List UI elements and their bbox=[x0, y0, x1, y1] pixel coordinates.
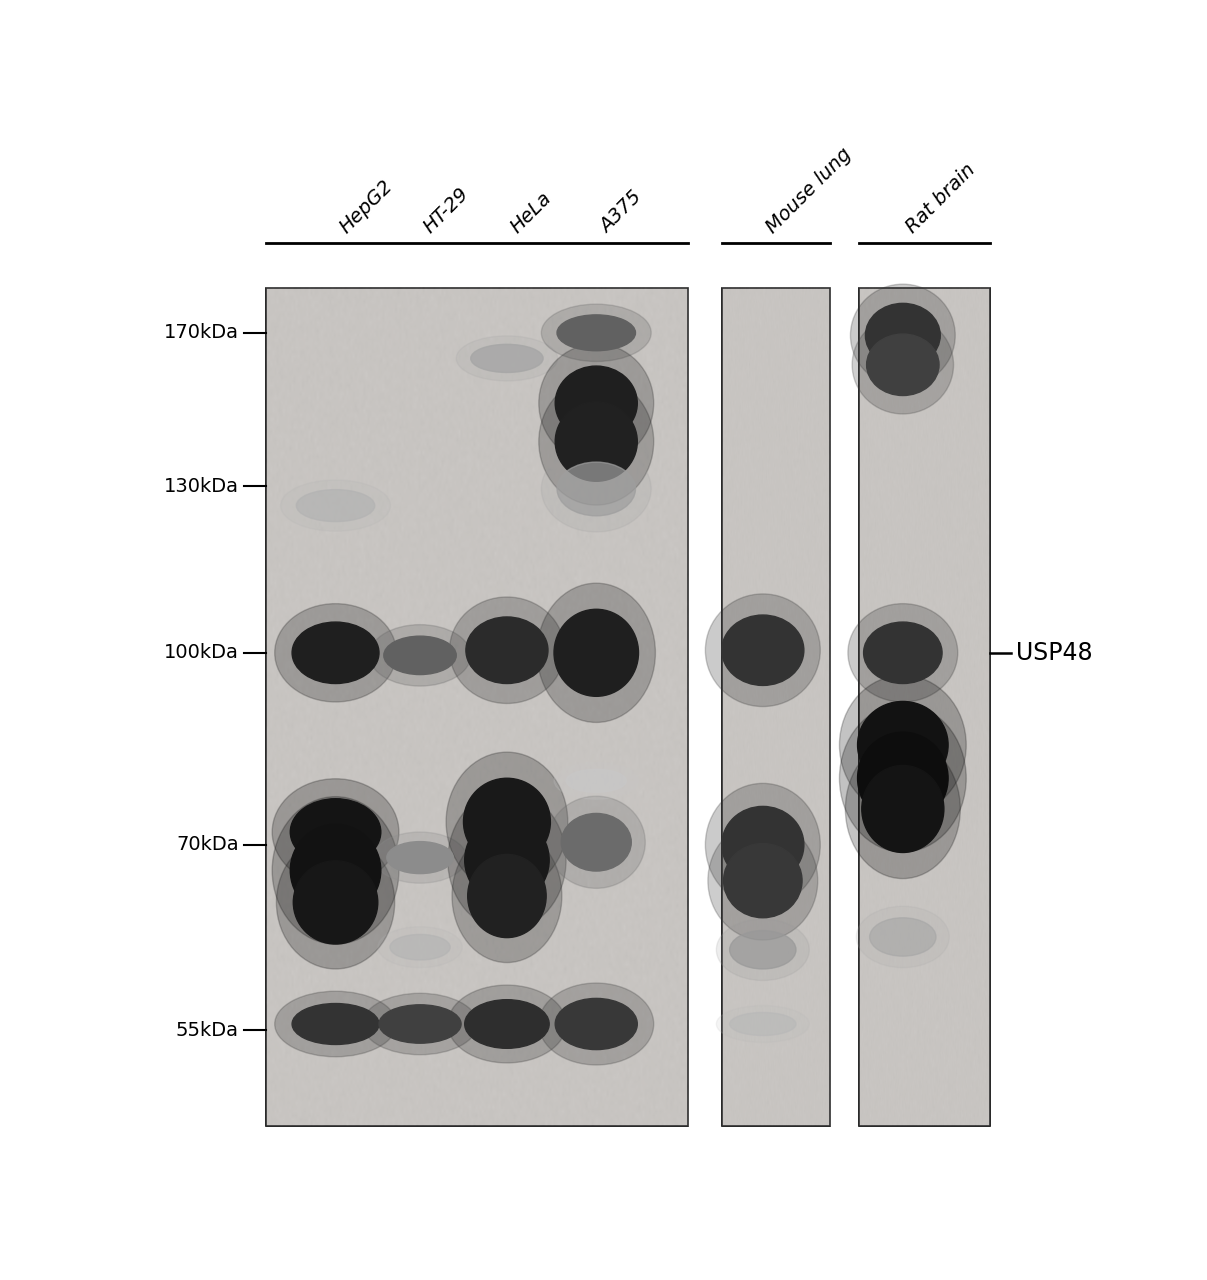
Ellipse shape bbox=[541, 445, 652, 532]
Ellipse shape bbox=[292, 622, 379, 684]
Bar bbox=[722, 288, 830, 1126]
Ellipse shape bbox=[857, 701, 949, 788]
Ellipse shape bbox=[290, 799, 381, 865]
Ellipse shape bbox=[847, 604, 958, 701]
Ellipse shape bbox=[862, 765, 944, 852]
Ellipse shape bbox=[467, 855, 546, 937]
Ellipse shape bbox=[293, 860, 378, 945]
Ellipse shape bbox=[292, 1004, 379, 1044]
Ellipse shape bbox=[297, 489, 375, 522]
Ellipse shape bbox=[705, 783, 821, 906]
Ellipse shape bbox=[451, 829, 562, 963]
Ellipse shape bbox=[275, 604, 396, 701]
Ellipse shape bbox=[857, 732, 949, 824]
Ellipse shape bbox=[471, 344, 543, 372]
Ellipse shape bbox=[865, 303, 940, 367]
Ellipse shape bbox=[276, 836, 395, 969]
Ellipse shape bbox=[541, 305, 652, 361]
Ellipse shape bbox=[722, 806, 804, 883]
Ellipse shape bbox=[449, 596, 565, 704]
Ellipse shape bbox=[707, 822, 817, 940]
Ellipse shape bbox=[867, 334, 939, 396]
Ellipse shape bbox=[554, 763, 639, 799]
Ellipse shape bbox=[448, 791, 566, 929]
Ellipse shape bbox=[555, 402, 637, 481]
Ellipse shape bbox=[561, 814, 631, 870]
Ellipse shape bbox=[555, 366, 637, 440]
Ellipse shape bbox=[716, 919, 809, 980]
Bar bbox=[859, 288, 990, 1126]
Ellipse shape bbox=[463, 778, 550, 865]
Ellipse shape bbox=[558, 462, 635, 516]
Ellipse shape bbox=[466, 617, 548, 684]
Ellipse shape bbox=[558, 315, 635, 351]
Ellipse shape bbox=[538, 983, 654, 1065]
Text: A375: A375 bbox=[596, 188, 646, 237]
Ellipse shape bbox=[729, 1012, 797, 1036]
Ellipse shape bbox=[448, 986, 566, 1062]
Text: Mouse lung: Mouse lung bbox=[763, 145, 856, 237]
Ellipse shape bbox=[369, 625, 471, 686]
Ellipse shape bbox=[456, 335, 558, 381]
Ellipse shape bbox=[723, 844, 801, 918]
Ellipse shape bbox=[538, 378, 654, 506]
Ellipse shape bbox=[447, 753, 567, 891]
Ellipse shape bbox=[537, 584, 655, 722]
Text: USP48: USP48 bbox=[1016, 641, 1092, 664]
Text: 130kDa: 130kDa bbox=[164, 477, 239, 495]
Ellipse shape bbox=[281, 480, 391, 531]
Text: HT-29: HT-29 bbox=[420, 184, 473, 237]
Ellipse shape bbox=[272, 778, 398, 886]
Ellipse shape bbox=[373, 832, 466, 883]
Text: Rat brain: Rat brain bbox=[903, 160, 980, 237]
Text: HeLa: HeLa bbox=[507, 188, 555, 237]
Ellipse shape bbox=[852, 316, 954, 413]
Text: 170kDa: 170kDa bbox=[164, 324, 239, 342]
Ellipse shape bbox=[272, 796, 398, 945]
Ellipse shape bbox=[384, 636, 456, 675]
Ellipse shape bbox=[390, 934, 450, 960]
Ellipse shape bbox=[839, 676, 966, 814]
Ellipse shape bbox=[839, 704, 966, 852]
Ellipse shape bbox=[378, 927, 462, 968]
Ellipse shape bbox=[554, 609, 639, 696]
Ellipse shape bbox=[716, 1006, 809, 1042]
Ellipse shape bbox=[851, 284, 955, 387]
Bar bbox=[266, 288, 688, 1126]
Text: 70kDa: 70kDa bbox=[176, 836, 239, 854]
Ellipse shape bbox=[465, 1000, 549, 1048]
Ellipse shape bbox=[379, 1005, 461, 1043]
Text: 100kDa: 100kDa bbox=[164, 644, 239, 662]
Text: 55kDa: 55kDa bbox=[176, 1021, 239, 1039]
Ellipse shape bbox=[362, 993, 478, 1055]
Ellipse shape bbox=[290, 824, 381, 916]
Ellipse shape bbox=[547, 796, 646, 888]
Ellipse shape bbox=[275, 991, 396, 1057]
Ellipse shape bbox=[705, 594, 821, 707]
Text: HepG2: HepG2 bbox=[336, 177, 396, 237]
Ellipse shape bbox=[555, 998, 637, 1050]
Ellipse shape bbox=[869, 918, 937, 956]
Ellipse shape bbox=[538, 344, 654, 462]
Ellipse shape bbox=[845, 740, 961, 878]
Ellipse shape bbox=[729, 931, 797, 969]
Ellipse shape bbox=[722, 614, 804, 686]
Ellipse shape bbox=[465, 817, 549, 904]
Ellipse shape bbox=[386, 842, 453, 873]
Ellipse shape bbox=[856, 906, 949, 968]
Ellipse shape bbox=[864, 622, 941, 684]
Ellipse shape bbox=[566, 769, 626, 792]
